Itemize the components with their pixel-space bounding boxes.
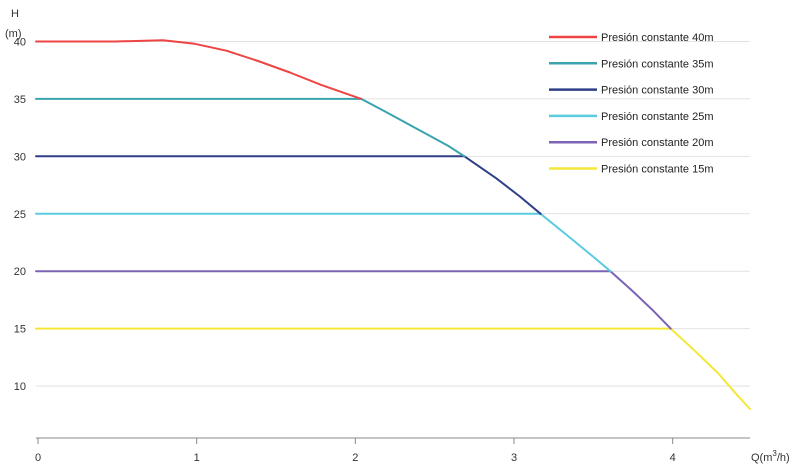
series-line-1 — [35, 97, 466, 158]
x-axis-label-suffix: /h) — [777, 452, 790, 464]
x-tick-label-3: 3 — [511, 452, 517, 464]
series-line-4 — [35, 270, 672, 330]
x-axis-label: Q(m3/h) — [751, 449, 790, 464]
y-axis-label-name: H — [11, 8, 19, 20]
series-lines — [35, 39, 751, 410]
x-axis-label-prefix: Q(m — [751, 452, 772, 464]
legend-label-0: Presión constante 40m — [601, 32, 714, 44]
y-tick-label-3: 25 — [14, 209, 26, 221]
legend-label-4: Presión constante 20m — [601, 137, 714, 149]
x-tick-label-2: 2 — [352, 452, 358, 464]
y-tick-label-5: 35 — [14, 94, 26, 106]
x-tick-label-0: 0 — [35, 452, 41, 464]
legend-label-5: Presión constante 15m — [601, 164, 714, 176]
y-axis-label-unit: (m) — [5, 28, 22, 40]
y-tick-label-2: 20 — [14, 266, 26, 278]
x-tick-label-1: 1 — [194, 452, 200, 464]
legend-label-1: Presión constante 35m — [601, 58, 714, 70]
series-line-0 — [35, 39, 363, 100]
y-tick-label-0: 10 — [14, 381, 26, 393]
legend: Presión constante 40m Presión constante 3… — [549, 32, 714, 176]
x-tick-label-4: 4 — [670, 452, 676, 464]
y-tick-label-1: 15 — [14, 324, 26, 336]
series-line-2 — [35, 155, 542, 215]
y-axis-ticks: 10 15 20 25 30 35 40 — [14, 36, 26, 393]
series-line-3 — [35, 212, 612, 273]
legend-label-3: Presión constante 25m — [601, 111, 714, 123]
y-tick-label-6: 40 — [14, 36, 26, 48]
legend-label-2: Presión constante 30m — [601, 85, 714, 97]
x-axis-label-superscript: 3 — [772, 449, 777, 458]
series-line-5 — [35, 327, 751, 410]
y-tick-label-4: 30 — [14, 151, 26, 163]
x-axis-ticks: 0 1 2 3 4 — [35, 438, 676, 464]
